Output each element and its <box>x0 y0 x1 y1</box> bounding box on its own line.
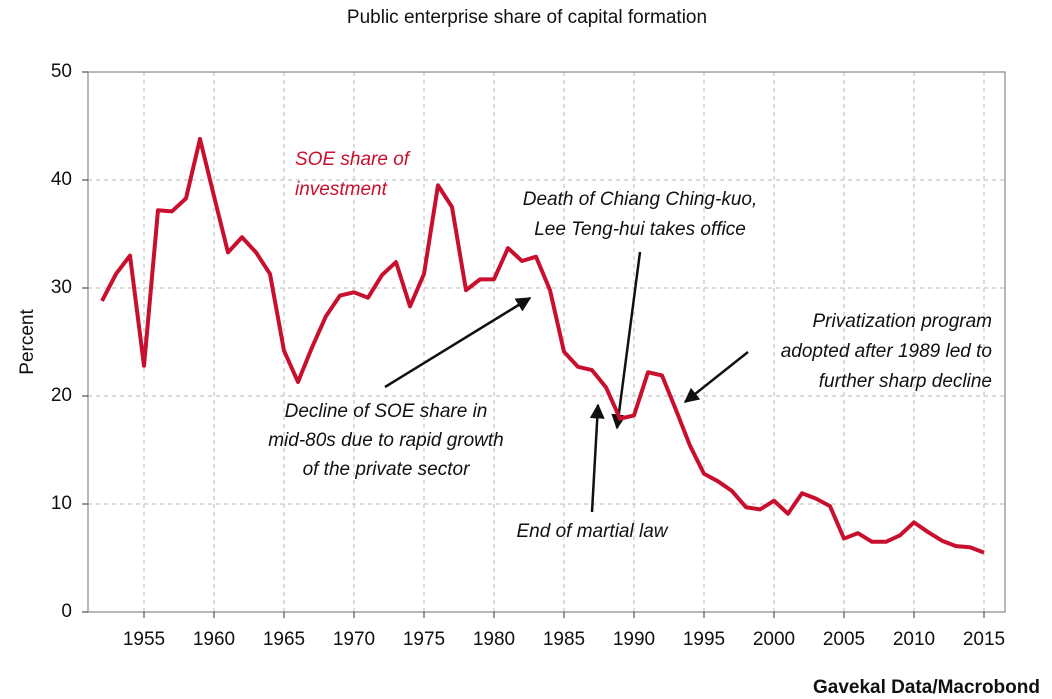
series-label: SOE share of <box>295 149 411 170</box>
annotation: adopted after 1989 led to <box>781 341 992 362</box>
y-tick-label: 20 <box>51 385 72 406</box>
source: Gavekal Data/Macrobond <box>813 677 1040 698</box>
annotation: of the private sector <box>303 459 471 480</box>
annotation: further sharp decline <box>819 371 992 392</box>
annotation: Death of Chiang Ching-kuo, <box>523 189 757 210</box>
x-tick-label: 1955 <box>123 629 165 650</box>
line <box>100 136 985 555</box>
x-tick-label: 1980 <box>473 629 515 650</box>
arrow <box>384 296 532 389</box>
x-tick-label: 1975 <box>403 629 445 650</box>
x-tick-label: 1995 <box>683 629 725 650</box>
arrow <box>589 403 605 513</box>
x-tick-label: 2000 <box>753 629 795 650</box>
x-tick-label: 1990 <box>613 629 655 650</box>
x-tick-label: 2005 <box>823 629 865 650</box>
annotation: Decline of SOE share in <box>285 401 488 422</box>
x-tick-label: 1960 <box>193 629 235 650</box>
annotation: End of martial law <box>516 521 668 542</box>
arrow <box>611 251 642 430</box>
x-tick-label: 1970 <box>333 629 375 650</box>
plot-frame <box>87 71 1006 613</box>
y-axis-label: Percent <box>17 309 38 375</box>
annotation: Privatization program <box>812 311 992 332</box>
annotation: Lee Teng-hui takes office <box>534 219 746 240</box>
y-tick-label: 0 <box>61 601 72 622</box>
annotation: mid-80s due to rapid growth <box>268 430 504 451</box>
arrow <box>683 351 749 403</box>
x-tick-label: 2015 <box>963 629 1005 650</box>
y-tick-label: 30 <box>51 277 72 298</box>
y-tick-label: 40 <box>51 169 72 190</box>
x-tick-label: 1965 <box>263 629 305 650</box>
chart-title: Public enterprise share of capital forma… <box>347 7 707 28</box>
y-tick-label: 10 <box>51 493 72 514</box>
y-tick-label: 50 <box>51 61 72 82</box>
x-tick-label: 2010 <box>893 629 935 650</box>
x-tick-label: 1985 <box>543 629 585 650</box>
series-label: investment <box>295 179 388 200</box>
